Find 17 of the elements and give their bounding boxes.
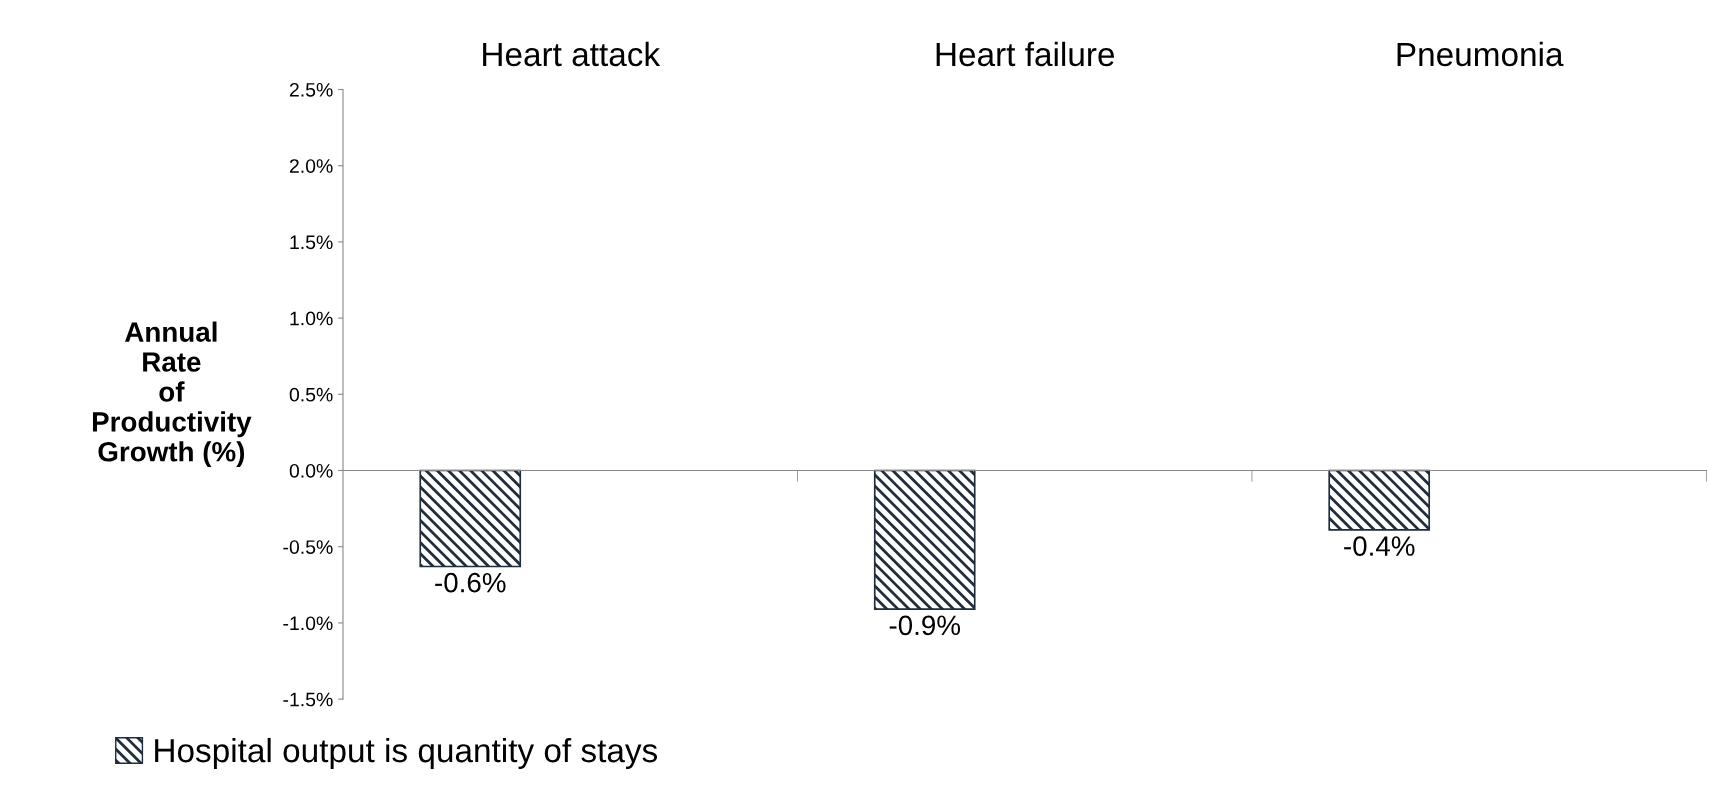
legend-label: Hospital output is quantity of stays — [155, 737, 658, 769]
y-tick-label: 2.0% — [289, 159, 333, 173]
data-label: -0.9% — [889, 615, 961, 636]
y-tick-label: 0.5% — [289, 387, 333, 402]
y-tick-label: 1.5% — [290, 235, 333, 250]
x-tick-label: Heart attack — [483, 41, 661, 67]
x-tick-label: Pneumonia — [1397, 41, 1564, 67]
data-label: -0.4% — [1344, 536, 1415, 556]
y-tick-label: 0.0% — [289, 463, 333, 478]
y-tick-label: 2.5% — [289, 82, 333, 97]
x-tick-label: Heart failure — [936, 41, 1115, 67]
y-tick-label: -1.5% — [283, 692, 333, 707]
data-label: -0.6% — [435, 572, 506, 593]
y-tick-label: 1.0% — [290, 311, 333, 326]
y-tick-label: -1.0% — [283, 616, 333, 631]
y-tick-label: -0.5% — [283, 540, 333, 554]
y-axis-title: Annual Rate of Productivity Growth (%) — [92, 321, 252, 468]
